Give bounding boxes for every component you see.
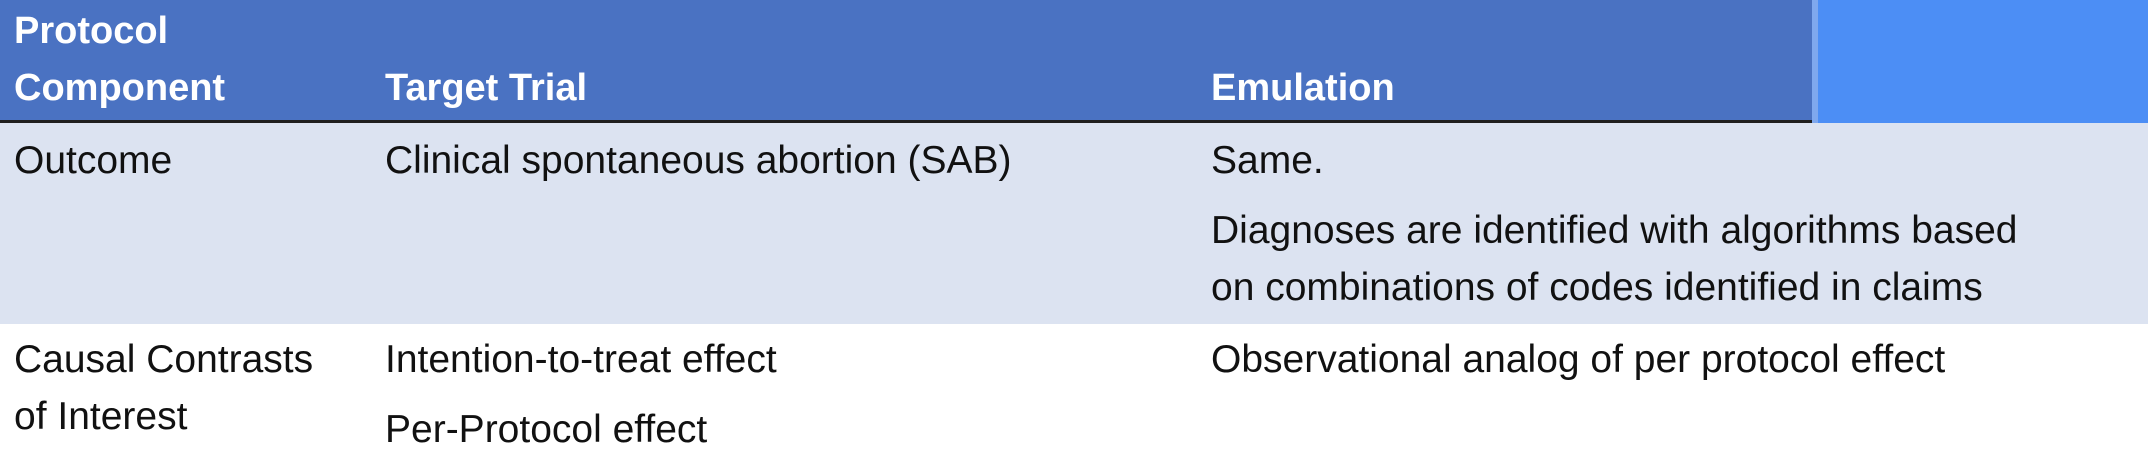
causal-emulation-line1: Observational analog of per protocol eff… <box>1211 338 1946 381</box>
outcome-emulation-line2: Diagnoses are identified with algorithms… <box>1211 209 2018 252</box>
header-target-trial: Target Trial <box>385 67 588 109</box>
table-row-outcome: Outcome Clinical spontaneous abortion (S… <box>0 123 2148 324</box>
outcome-emulation-line3: on combinations of codes identified in c… <box>1211 266 1983 309</box>
outcome-emulation-line1: Same. <box>1211 139 1324 182</box>
causal-component-line2: of Interest <box>14 395 188 438</box>
outcome-component-cell: Outcome <box>14 132 172 189</box>
header-accent-block <box>1812 0 2148 141</box>
outcome-target-cell: Clinical spontaneous abortion (SAB) <box>385 132 1012 189</box>
causal-target-cell: Intention-to-treat effect Per-Protocol e… <box>385 331 777 458</box>
causal-target-line1: Intention-to-treat effect <box>385 338 777 381</box>
header-protocol-component: Protocol Component <box>14 3 225 117</box>
outcome-component-label: Outcome <box>14 139 173 182</box>
causal-component-cell: Causal Contrasts of Interest <box>14 331 313 445</box>
table-header-row: Protocol Component Target Trial Emulatio… <box>0 0 2148 123</box>
header-component-line2: Component <box>14 67 226 109</box>
header-emulation: Emulation <box>1211 67 1395 109</box>
outcome-target-text: Clinical spontaneous abortion (SAB) <box>385 139 1012 182</box>
causal-target-line2: Per-Protocol effect <box>385 408 708 451</box>
causal-emulation-cell: Observational analog of per protocol eff… <box>1211 331 1945 388</box>
causal-component-line1: Causal Contrasts <box>14 338 314 381</box>
header-component-line1: Protocol <box>14 10 169 52</box>
table-row-causal-contrasts: Causal Contrasts of Interest Intention-t… <box>0 324 2148 466</box>
outcome-emulation-cell: Same. Diagnoses are identified with algo… <box>1211 132 2017 316</box>
